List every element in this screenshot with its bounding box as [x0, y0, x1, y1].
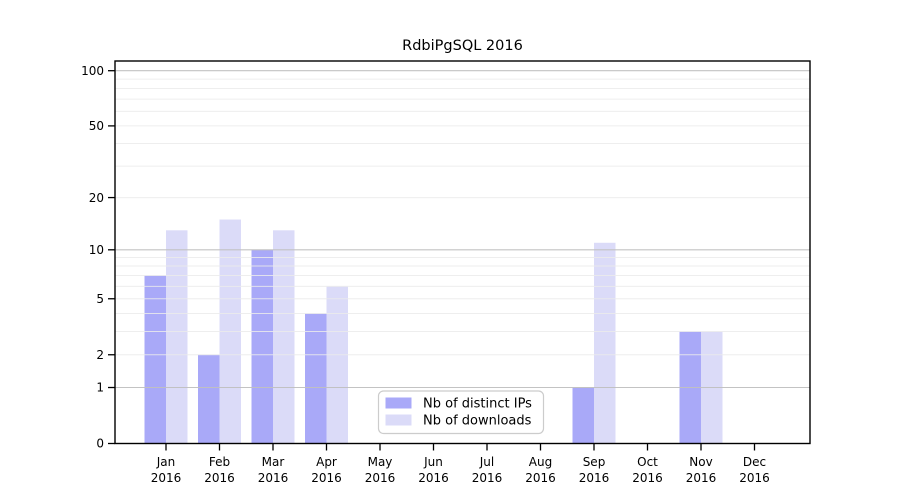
- bar-distinct-ips-apr: [305, 313, 327, 444]
- x-tick-year-jun: 2016: [418, 471, 449, 485]
- x-tick-label-jul: Jul: [479, 455, 494, 469]
- x-tick-year-mar: 2016: [258, 471, 289, 485]
- bar-downloads-jan: [166, 230, 188, 444]
- y-tick-label-10: 10: [89, 243, 104, 257]
- legend-swatch-downloads: [385, 414, 412, 426]
- legend: Nb of distinct IPs Nb of downloads: [377, 390, 545, 435]
- y-tick-label-2: 2: [96, 348, 104, 362]
- x-tick-label-may: May: [368, 455, 393, 469]
- bar-distinct-ips-sep: [572, 387, 594, 444]
- legend-label-downloads: Nb of downloads: [423, 414, 532, 429]
- bar-downloads-sep: [594, 242, 616, 444]
- x-tick-year-jan: 2016: [151, 471, 182, 485]
- x-tick-label-dec: Dec: [743, 455, 766, 469]
- x-tick-year-dec: 2016: [739, 471, 770, 485]
- y-tick-label-100: 100: [81, 64, 104, 78]
- x-tick-year-apr: 2016: [311, 471, 342, 485]
- legend-box: [377, 390, 545, 435]
- x-tick-label-nov: Nov: [689, 455, 712, 469]
- legend-label-distinct-ips: Nb of distinct IPs: [423, 397, 532, 412]
- y-tick-label-1: 1: [96, 381, 104, 395]
- x-tick-year-jul: 2016: [472, 471, 503, 485]
- plot-frame: [114, 60, 811, 445]
- legend-swatch-distinct-ips: [385, 397, 412, 409]
- y-tick-label-0: 0: [96, 437, 104, 451]
- bar-downloads-mar: [273, 230, 295, 444]
- x-tick-label-sep: Sep: [583, 455, 606, 469]
- x-tick-label-mar: Mar: [262, 455, 285, 469]
- x-tick-label-apr: Apr: [316, 455, 337, 469]
- x-tick-year-feb: 2016: [204, 471, 235, 485]
- bar-distinct-ips-feb: [198, 354, 220, 444]
- x-tick-year-aug: 2016: [525, 471, 556, 485]
- bar-distinct-ips-mar: [251, 249, 273, 444]
- axes-frame: [114, 60, 811, 445]
- axis-labels: 0 1 2 5 10 20 50 100 Jan 2016 Feb 2016 Mar 2016 Apr 201…: [81, 64, 770, 485]
- bar-downloads-apr: [326, 286, 348, 444]
- axis-ticks: [108, 70, 756, 451]
- x-tick-year-sep: 2016: [579, 471, 610, 485]
- bar-distinct-ips-jan: [144, 275, 166, 444]
- x-tick-label-oct: Oct: [637, 455, 658, 469]
- x-tick-label-jan: Jan: [156, 455, 176, 469]
- y-tick-label-5: 5: [96, 292, 104, 306]
- y-tick-label-50: 50: [89, 119, 104, 133]
- gridlines-layer: [115, 70, 810, 389]
- x-tick-year-oct: 2016: [632, 471, 663, 485]
- x-tick-label-feb: Feb: [209, 455, 230, 469]
- y-tick-label-20: 20: [89, 191, 104, 205]
- chart-title: RdbiPgSQL 2016: [402, 38, 523, 54]
- x-tick-year-nov: 2016: [686, 471, 717, 485]
- x-tick-year-may: 2016: [365, 471, 396, 485]
- x-tick-label-jun: Jun: [423, 455, 443, 469]
- x-tick-label-aug: Aug: [529, 455, 552, 469]
